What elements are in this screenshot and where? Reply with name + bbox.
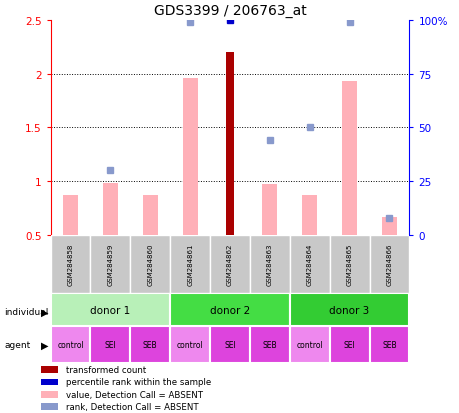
Bar: [381, 217, 396, 235]
Bar: [369, 326, 409, 363]
Bar: [170, 326, 210, 363]
Text: GSM284858: GSM284858: [67, 243, 73, 285]
Text: GSM284860: GSM284860: [147, 243, 153, 285]
Text: GSM284859: GSM284859: [107, 243, 113, 285]
Bar: [225, 53, 234, 235]
Bar: [170, 235, 210, 293]
Bar: [90, 326, 130, 363]
Bar: [103, 184, 118, 235]
Bar: [369, 235, 409, 293]
Text: value, Detection Call = ABSENT: value, Detection Call = ABSENT: [66, 390, 202, 399]
Bar: [41, 379, 57, 385]
Text: control: control: [296, 340, 322, 349]
Bar: [170, 293, 289, 326]
Bar: [302, 196, 317, 235]
Text: GSM284866: GSM284866: [386, 243, 392, 285]
Bar: [130, 235, 170, 293]
Text: GSM284865: GSM284865: [346, 243, 352, 285]
Text: agent: agent: [5, 340, 31, 349]
Text: donor 2: donor 2: [209, 305, 250, 315]
Bar: [210, 235, 249, 293]
Text: GSM284863: GSM284863: [266, 243, 272, 285]
Bar: [210, 326, 249, 363]
Text: SEI: SEI: [104, 340, 116, 349]
Bar: [289, 326, 329, 363]
Text: SEB: SEB: [262, 340, 277, 349]
Text: transformed count: transformed count: [66, 365, 146, 374]
Text: rank, Detection Call = ABSENT: rank, Detection Call = ABSENT: [66, 402, 198, 411]
Text: ▶: ▶: [41, 340, 49, 350]
Text: SEB: SEB: [143, 340, 157, 349]
Bar: [289, 235, 329, 293]
Bar: [63, 196, 78, 235]
Bar: [249, 235, 289, 293]
Bar: [50, 326, 90, 363]
Bar: [182, 78, 197, 235]
Bar: [41, 404, 57, 410]
Text: GSM284862: GSM284862: [226, 243, 233, 285]
Text: donor 1: donor 1: [90, 305, 130, 315]
Bar: [142, 196, 157, 235]
Text: SEB: SEB: [381, 340, 396, 349]
Text: control: control: [57, 340, 84, 349]
Text: donor 3: donor 3: [329, 305, 369, 315]
Bar: [90, 235, 130, 293]
Bar: [262, 185, 277, 235]
Text: SEI: SEI: [343, 340, 355, 349]
Bar: [130, 326, 170, 363]
Text: control: control: [176, 340, 203, 349]
Text: ▶: ▶: [41, 307, 49, 317]
Bar: [41, 366, 57, 373]
Text: SEI: SEI: [224, 340, 235, 349]
Text: GSM284861: GSM284861: [187, 243, 193, 285]
Bar: [50, 293, 170, 326]
Bar: [289, 293, 409, 326]
Bar: [341, 82, 356, 235]
Bar: [41, 391, 57, 398]
Text: percentile rank within the sample: percentile rank within the sample: [66, 377, 211, 387]
Bar: [50, 235, 90, 293]
Text: individual: individual: [5, 307, 49, 316]
Bar: [329, 326, 369, 363]
Bar: [249, 326, 289, 363]
Bar: [329, 235, 369, 293]
Text: GSM284864: GSM284864: [306, 243, 312, 285]
Title: GDS3399 / 206763_at: GDS3399 / 206763_at: [153, 4, 306, 18]
